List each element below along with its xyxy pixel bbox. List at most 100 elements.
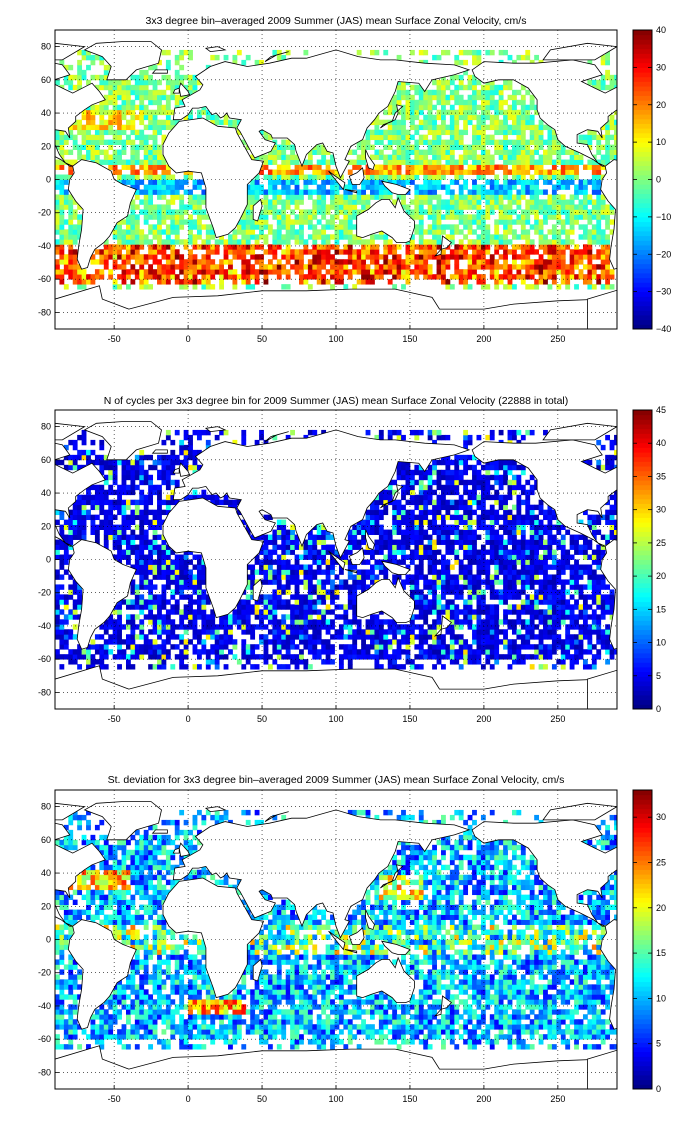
data-cell [196, 194, 202, 200]
data-cell [454, 584, 460, 590]
data-cell [330, 579, 335, 585]
data-cell [241, 639, 247, 645]
data-cell [356, 189, 362, 195]
data-cell [503, 239, 508, 245]
data-cell [370, 254, 375, 260]
data-cell [507, 664, 513, 670]
data-cell [370, 129, 375, 136]
data-cell [392, 634, 398, 640]
data-cell [157, 209, 162, 215]
landmass [542, 42, 617, 61]
data-cell [99, 59, 105, 66]
data-cell [525, 254, 531, 260]
data-cell [609, 274, 615, 280]
data-cell [454, 244, 460, 250]
data-cell [605, 264, 611, 270]
data-cell [63, 189, 69, 195]
data-cell [232, 119, 238, 126]
data-cell [605, 279, 611, 285]
data-cell [556, 234, 562, 240]
data-cell [609, 614, 615, 620]
data-cell [174, 569, 180, 575]
data-cell [219, 639, 224, 645]
data-cell [489, 629, 495, 635]
data-cell [254, 269, 260, 275]
data-cell [143, 219, 149, 225]
data-cell [77, 59, 83, 66]
data-cell [516, 159, 522, 165]
data-cell [494, 229, 500, 235]
data-cell [427, 159, 433, 165]
data-cell [489, 604, 495, 610]
data-cell [59, 189, 65, 195]
data-cell [503, 84, 508, 91]
data-cell [196, 584, 202, 590]
data-cell [547, 624, 553, 630]
data-cell [565, 644, 571, 650]
data-cell [463, 59, 469, 66]
data-cell [516, 189, 522, 195]
data-cell [165, 189, 171, 195]
data-cell [152, 649, 158, 655]
data-cell [365, 584, 371, 590]
data-cell [378, 664, 384, 670]
data-cell [569, 269, 575, 275]
data-cell [179, 99, 185, 106]
data-cell [312, 589, 318, 595]
data-cell [157, 174, 162, 180]
data-cell [285, 284, 291, 290]
data-cell [139, 129, 145, 136]
data-cell [445, 94, 451, 101]
data-cell [192, 209, 198, 215]
data-cell [392, 154, 398, 160]
landmass [55, 62, 106, 167]
data-cell [236, 254, 242, 260]
data-cell [516, 654, 522, 660]
data-cell [338, 614, 344, 620]
landmass [600, 159, 617, 270]
data-cell [463, 104, 469, 111]
data-cell [254, 194, 260, 200]
data-cell [170, 569, 176, 575]
data-cell [494, 144, 500, 150]
data-cell [125, 599, 131, 605]
data-cell [609, 609, 615, 615]
data-cell [498, 184, 504, 190]
data-cell [125, 244, 131, 250]
data-cell [307, 589, 313, 595]
data-cell [507, 194, 513, 200]
data-cell [245, 619, 251, 625]
colorbar-swatch [633, 212, 652, 218]
data-cell [352, 609, 358, 615]
data-cell [520, 639, 526, 645]
data-cell [600, 134, 606, 141]
data-cell [396, 644, 402, 650]
data-cell [423, 654, 429, 660]
data-cell [503, 644, 508, 650]
data-cell [560, 244, 566, 250]
data-cell [401, 79, 406, 86]
data-cell [316, 219, 322, 225]
data-cell [134, 229, 140, 235]
data-cell [569, 214, 575, 220]
data-cell [86, 654, 91, 660]
data-cell [254, 274, 260, 280]
data-cell [449, 579, 455, 585]
data-cell [312, 624, 318, 630]
data-cell [445, 234, 451, 240]
data-cell [139, 104, 145, 111]
data-cell [299, 199, 304, 205]
data-cell [63, 149, 69, 155]
data-cell [507, 199, 513, 205]
data-cell [609, 79, 615, 86]
data-cell [259, 244, 264, 250]
data-cell [352, 199, 358, 205]
data-cell [472, 84, 477, 91]
y-tick-label: 20 [41, 141, 51, 151]
data-cell [423, 164, 429, 170]
data-cell [307, 649, 313, 655]
data-cell [316, 199, 322, 205]
data-cell [259, 189, 264, 195]
data-cell [609, 124, 615, 131]
data-cell [325, 174, 331, 180]
